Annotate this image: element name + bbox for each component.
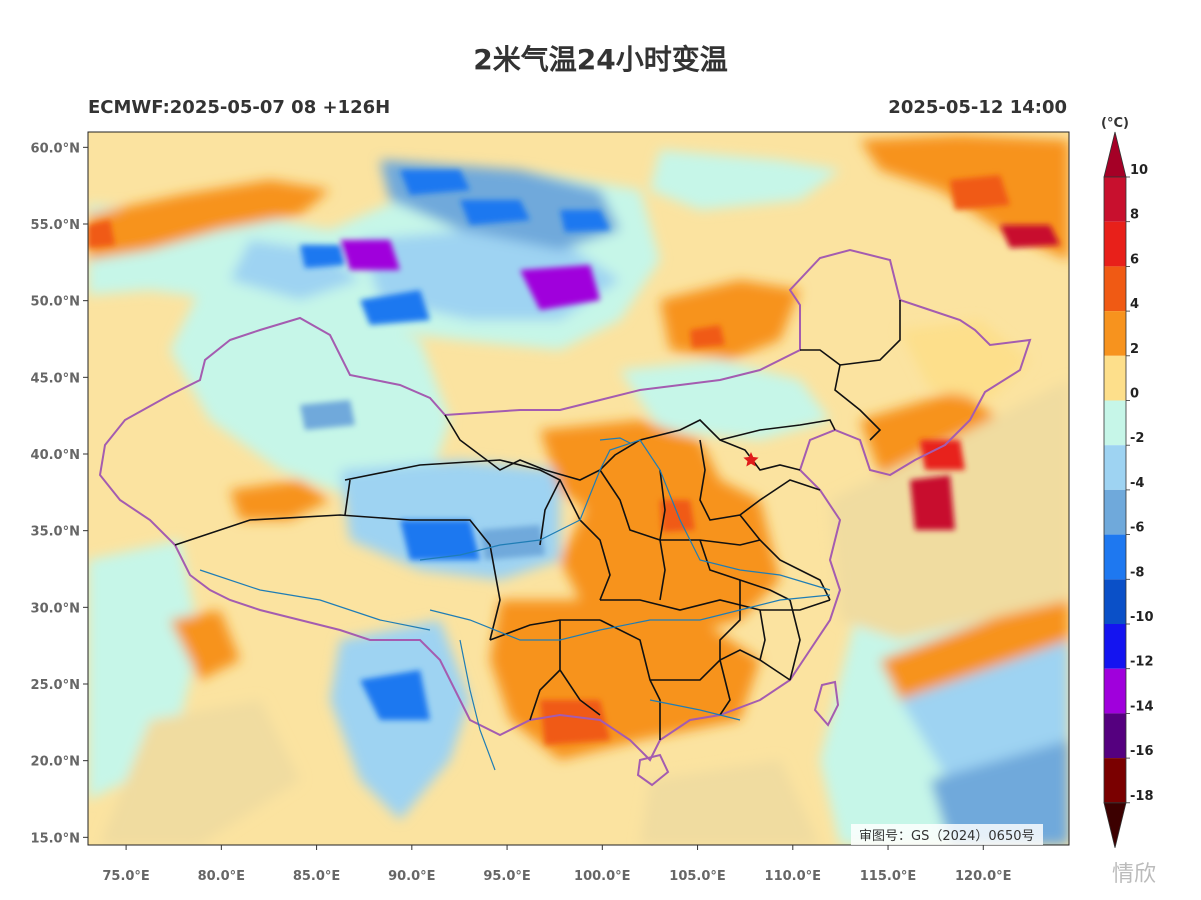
colorbar-bin <box>1104 758 1126 803</box>
lat-tick-label: 50.0°N <box>31 295 80 310</box>
colorbar-label: 10 <box>1130 163 1148 178</box>
latitude-axis: 60.0°N 55.0°N 50.0°N 45.0°N 40.0°N 35.0°N 30.0… <box>31 141 88 846</box>
taiwan-border <box>813 680 840 727</box>
lat-tick-label: 55.0°N <box>31 218 80 233</box>
colorbar-bin <box>1104 668 1126 714</box>
colorbar-label: 8 <box>1130 208 1139 223</box>
colorbar-bin <box>1104 534 1126 580</box>
colorbar-label: -18 <box>1130 789 1154 804</box>
colorbar-label: 2 <box>1130 342 1139 357</box>
colorbar-label: -10 <box>1130 610 1154 625</box>
temperature-field <box>88 132 1069 845</box>
colorbar-bin <box>1104 221 1126 267</box>
legend-unit: (°C) <box>1101 116 1129 131</box>
lat-tick-label: 25.0°N <box>31 678 80 693</box>
lat-tick-label: 30.0°N <box>31 601 80 616</box>
lon-tick-label: 75.0°E <box>102 869 149 884</box>
colorbar-label: -2 <box>1130 431 1144 446</box>
colorbar-bin <box>1104 355 1126 401</box>
capital-star <box>743 452 759 467</box>
colorbar-label: -12 <box>1130 655 1154 670</box>
lat-tick-label: 60.0°N <box>31 141 80 156</box>
valid-time-label: 2025-05-12 14:00 <box>888 97 1067 118</box>
map-approval-number: 审图号：GS（2024）0650号 <box>851 824 1043 845</box>
lat-tick-label: 20.0°N <box>31 755 80 770</box>
colorbar-label: -16 <box>1130 744 1154 759</box>
lon-tick-label: 105.0°E <box>669 869 726 884</box>
colorbar-bin <box>1104 311 1126 356</box>
lat-tick-label: 35.0°N <box>31 525 80 540</box>
lon-tick-label: 85.0°E <box>293 869 340 884</box>
colorbar-top-arrow <box>1103 131 1127 178</box>
lon-tick-label: 90.0°E <box>388 869 435 884</box>
model-run-label: ECMWF:2025-05-07 08 +126H <box>88 97 391 118</box>
colorbar-bin <box>1104 579 1126 624</box>
colorbar-bin <box>1104 266 1126 312</box>
colorbar-bottom-arrow <box>1103 802 1127 848</box>
lon-tick-label: 95.0°E <box>483 869 530 884</box>
lon-tick-label: 120.0°E <box>955 869 1012 884</box>
colorbar-label: 0 <box>1130 387 1139 402</box>
colorbar-bin <box>1104 445 1126 490</box>
colorbar-label: 4 <box>1130 297 1139 312</box>
longitude-axis: 75.0°E 80.0°E 85.0°E 90.0°E 95.0°E 100.0°E 105… <box>102 845 1012 884</box>
lon-tick-label: 115.0°E <box>860 869 917 884</box>
plot-frame <box>87 131 1070 846</box>
colorbar-label: 6 <box>1130 252 1139 267</box>
lon-tick-label: 100.0°E <box>574 869 631 884</box>
colorbar-bin <box>1104 624 1126 669</box>
colorbar-label: -4 <box>1130 476 1144 491</box>
watermark: 情欣 <box>1112 862 1157 887</box>
lon-tick-label: 80.0°E <box>198 869 245 884</box>
lat-tick-label: 40.0°N <box>31 448 80 463</box>
colorbar: 10 8 6 4 2 0 -2 -4 -6 -8 -10 -12 -14 -16 -18 <box>1103 131 1154 848</box>
colorbar-bin <box>1104 400 1126 446</box>
map-title: 2米气温24小时变温 <box>473 43 728 76</box>
lat-tick-label: 45.0°N <box>31 371 80 386</box>
rivers <box>199 437 831 771</box>
hainan-border <box>636 753 670 787</box>
colorbar-label: -8 <box>1130 565 1144 580</box>
colorbar-bin <box>1104 489 1126 535</box>
lat-tick-label: 15.0°N <box>31 831 80 846</box>
province-boundaries <box>174 300 901 740</box>
colorbar-label: -14 <box>1130 699 1154 714</box>
colorbar-bin <box>1104 713 1126 759</box>
colorbar-bin <box>1104 177 1126 222</box>
lon-tick-label: 110.0°E <box>765 869 822 884</box>
colorbar-label: -6 <box>1130 521 1144 536</box>
